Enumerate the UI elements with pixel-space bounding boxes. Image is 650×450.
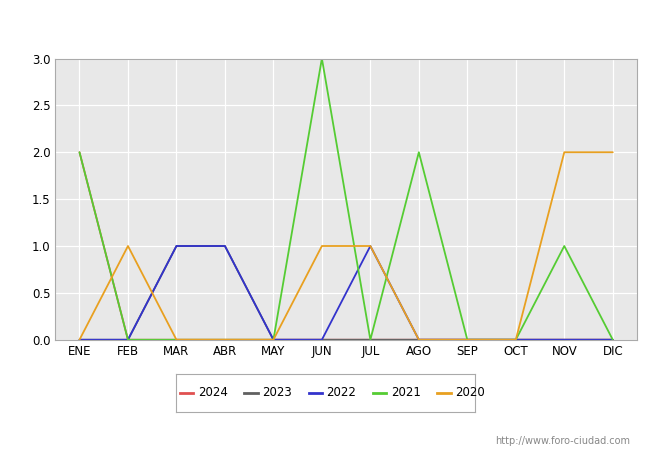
Text: 2023: 2023	[262, 386, 292, 399]
Text: http://www.foro-ciudad.com: http://www.foro-ciudad.com	[495, 436, 630, 446]
Text: 2020: 2020	[455, 386, 485, 399]
Text: 2021: 2021	[391, 386, 421, 399]
Text: Matriculaciones de Vehiculos en Herreros de Suso: Matriculaciones de Vehiculos en Herreros…	[100, 16, 550, 34]
Text: 2024: 2024	[198, 386, 228, 399]
Text: 2022: 2022	[326, 386, 356, 399]
